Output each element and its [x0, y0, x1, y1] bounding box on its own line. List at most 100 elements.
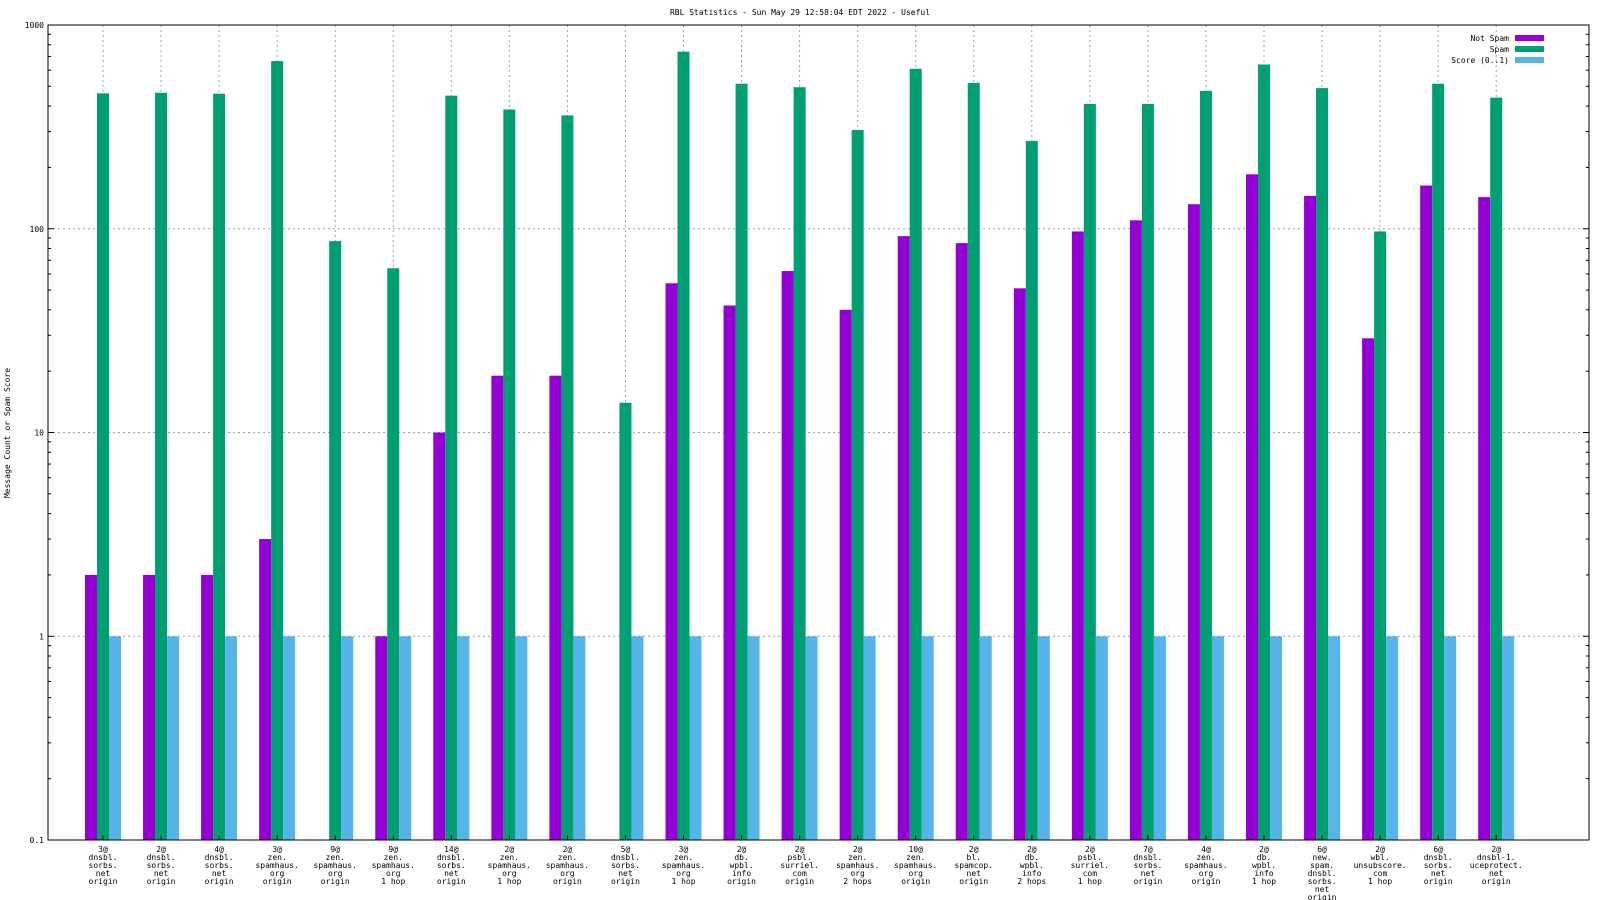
x-tick-label-line: org — [560, 869, 575, 878]
x-tick-label-line: new. — [1312, 853, 1331, 862]
bar-not-spam — [723, 305, 736, 841]
x-tick-label-line: wpbl. — [730, 861, 754, 870]
bar-score-0-1 — [1328, 636, 1341, 840]
x-tick-label-line: spamhaus. — [488, 861, 531, 870]
x-tick-label-line: sorbs. — [437, 861, 466, 870]
x-tick-label-line: net — [1141, 869, 1156, 878]
bar-spam — [967, 82, 980, 840]
x-tick-label-line: net — [444, 869, 459, 878]
x-tick-label-line: dnsbl. — [1133, 853, 1162, 862]
bar-score-0-1 — [631, 636, 644, 840]
x-tick-label-line: spam. — [1310, 861, 1334, 870]
chart-title: RBL Statistics - Sun May 29 12:58:04 EDT… — [670, 8, 930, 17]
x-tick-label-line: net — [1315, 885, 1330, 894]
x-tick-label-line: 2@ — [1375, 845, 1385, 854]
x-tick-label-line: 2@ — [1259, 845, 1269, 854]
bar-score-0-1 — [805, 636, 818, 840]
x-tick-label-line: db. — [1257, 853, 1271, 862]
bar-not-spam — [1304, 195, 1317, 840]
bar-score-0-1 — [1037, 636, 1050, 840]
x-tick-label-line: sorbs. — [1133, 861, 1162, 870]
x-tick-label-line: sorbs. — [89, 861, 118, 870]
x-tick-label-line: 1 hop — [671, 877, 695, 886]
x-tick-label-line: 2@ — [737, 845, 747, 854]
bar-score-0-1 — [457, 636, 470, 840]
bar-score-0-1 — [1444, 636, 1457, 840]
bar-spam — [735, 83, 748, 840]
bar-score-0-1 — [573, 636, 586, 840]
x-tick-label-line: 4@ — [214, 845, 224, 854]
bar-spam — [271, 61, 284, 840]
bar-not-spam — [665, 283, 678, 840]
bar-spam — [561, 115, 574, 840]
bar-not-spam — [1187, 204, 1200, 841]
x-tick-label-line: net — [212, 869, 227, 878]
bar-spam — [155, 92, 168, 840]
bar-not-spam — [955, 243, 968, 841]
x-tick-label-line: wpbl. — [1252, 861, 1276, 870]
x-tick-label-line: 1 hop — [1078, 877, 1102, 886]
x-tick-label-line: sorbs. — [611, 861, 640, 870]
y-tick-label: 0.1 — [30, 836, 45, 845]
x-tick-label-line: dnsbl. — [147, 853, 176, 862]
x-tick-label-line: zen. — [1196, 853, 1215, 862]
x-tick-label-line: spamhaus. — [1184, 861, 1227, 870]
bar-score-0-1 — [109, 636, 121, 840]
bar-spam — [851, 130, 864, 840]
bar-spam — [1258, 64, 1270, 840]
x-tick-label-line: db. — [1025, 853, 1039, 862]
legend-label: Spam — [1490, 45, 1509, 54]
x-tick-label-line: org — [1199, 869, 1214, 878]
x-tick-label-line: dnsbl. — [205, 853, 234, 862]
bar-score-0-1 — [1095, 636, 1108, 840]
bar-not-spam — [1013, 288, 1026, 840]
y-tick-label: 1000 — [25, 21, 44, 30]
bar-spam — [1490, 97, 1503, 841]
bar-score-0-1 — [863, 636, 876, 840]
x-tick-label-line: 2 hops — [1017, 877, 1046, 886]
x-tick-label-line: spamhaus. — [894, 861, 937, 870]
x-tick-label-line: 2@ — [563, 845, 573, 854]
bar-score-0-1 — [921, 636, 934, 840]
x-tick-label-line: origin — [727, 877, 756, 886]
bar-score-0-1 — [1270, 636, 1282, 840]
bar-not-spam — [1246, 174, 1258, 840]
legend-label: Not Spam — [1470, 34, 1509, 43]
x-tick-label-line: zen. — [848, 853, 867, 862]
x-tick-label-line: origin — [205, 877, 234, 886]
bar-spam — [677, 51, 690, 840]
x-tick-label-line: 2@ — [795, 845, 805, 854]
x-tick-label-line: 6@ — [1433, 845, 1443, 854]
bar-not-spam — [897, 236, 910, 840]
x-tick-label-line: sorbs. — [205, 861, 234, 870]
x-tick-label-line: spamhaus. — [546, 861, 589, 870]
x-tick-label-line: net — [1431, 869, 1446, 878]
x-tick-label-line: 2@ — [505, 845, 515, 854]
x-tick-label-line: 9@ — [330, 845, 340, 854]
x-tick-label-line: sorbs. — [1308, 877, 1337, 886]
bar-not-spam — [839, 309, 852, 840]
bar-spam — [1141, 103, 1154, 841]
x-tick-label-line: dnsbl. — [611, 853, 640, 862]
x-tick-label-line: zen. — [674, 853, 693, 862]
x-tick-label-line: origin — [1308, 893, 1337, 900]
bar-score-0-1 — [283, 636, 296, 840]
x-tick-label-line: 1 hop — [497, 877, 521, 886]
x-tick-label-line: net — [154, 869, 169, 878]
y-axis: 0.1 1 10 100 1000 — [25, 21, 1589, 845]
bar-spam — [1316, 88, 1329, 840]
x-tick-label-line: spamhaus. — [314, 861, 357, 870]
bar-spam — [909, 68, 922, 841]
x-tick-label-line: db. — [734, 853, 748, 862]
bar-not-spam — [85, 574, 97, 840]
